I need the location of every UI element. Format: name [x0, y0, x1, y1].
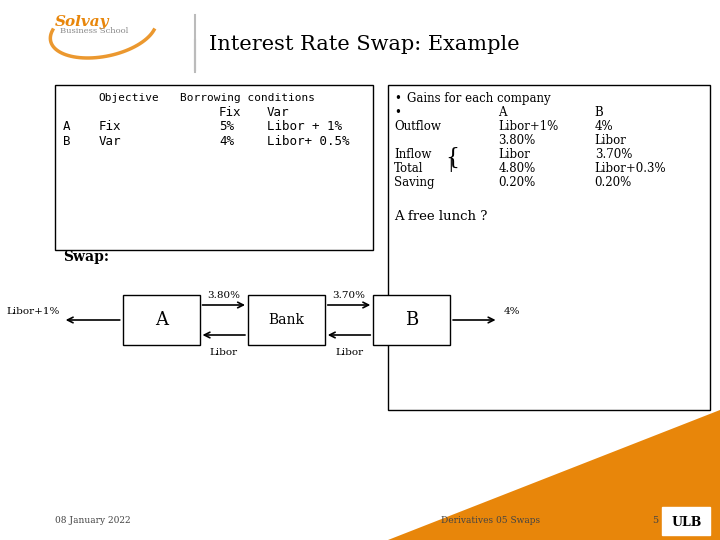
Text: 5%: 5%: [219, 120, 234, 133]
Text: 3.80%: 3.80%: [498, 134, 536, 147]
Text: Libor + 1%: Libor + 1%: [267, 120, 342, 133]
Text: Saving: Saving: [395, 176, 435, 189]
Text: Libor: Libor: [595, 134, 626, 147]
Text: Libor: Libor: [210, 348, 238, 357]
Text: |: |: [449, 157, 453, 172]
Text: Total: Total: [395, 162, 424, 175]
Text: A: A: [63, 120, 71, 133]
Text: 5: 5: [652, 516, 659, 525]
Text: 4%: 4%: [503, 307, 520, 316]
Text: •: •: [395, 106, 401, 119]
Text: 3.70%: 3.70%: [333, 291, 366, 300]
Text: 3.80%: 3.80%: [207, 291, 240, 300]
Text: Business School: Business School: [60, 27, 128, 35]
Text: A free lunch ?: A free lunch ?: [395, 210, 487, 223]
Text: 08 January 2022: 08 January 2022: [55, 516, 131, 525]
Bar: [387, 85, 711, 410]
Text: Fix: Fix: [219, 106, 241, 119]
Text: Fix: Fix: [99, 120, 121, 133]
Text: 4%: 4%: [595, 120, 613, 133]
Bar: [373, 295, 450, 345]
Bar: [122, 295, 199, 345]
Text: 0.20%: 0.20%: [595, 176, 632, 189]
Text: A: A: [155, 311, 168, 329]
Polygon shape: [387, 410, 720, 540]
Text: 3.70%: 3.70%: [595, 148, 632, 161]
Bar: [662, 507, 711, 535]
Text: Borrowing conditions: Borrowing conditions: [181, 93, 315, 103]
Text: Gains for each company: Gains for each company: [407, 92, 551, 105]
Text: Objective: Objective: [99, 93, 159, 103]
Text: Var: Var: [99, 135, 121, 148]
Text: Libor: Libor: [335, 348, 363, 357]
Bar: [55, 85, 373, 250]
Text: ULB: ULB: [671, 516, 701, 529]
Text: Libor+ 0.5%: Libor+ 0.5%: [267, 135, 350, 148]
Text: Libor+1%: Libor+1%: [498, 120, 559, 133]
Bar: [248, 295, 325, 345]
Text: Libor: Libor: [498, 148, 530, 161]
Text: Outflow: Outflow: [395, 120, 441, 133]
Text: Bank: Bank: [269, 313, 305, 327]
Text: A: A: [498, 106, 507, 119]
Text: B: B: [595, 106, 603, 119]
Text: •: •: [395, 92, 401, 105]
Text: B: B: [63, 135, 71, 148]
Text: 0.20%: 0.20%: [498, 176, 536, 189]
Text: B: B: [405, 311, 418, 329]
Text: Solvay: Solvay: [55, 15, 109, 29]
Text: {: {: [446, 147, 459, 169]
Text: 4.80%: 4.80%: [498, 162, 536, 175]
Text: Derivatives 05 Swaps: Derivatives 05 Swaps: [441, 516, 540, 525]
Text: Inflow: Inflow: [395, 148, 432, 161]
Text: Swap:: Swap:: [63, 250, 109, 264]
Text: Libor+1%: Libor+1%: [6, 307, 60, 316]
Text: Interest Rate Swap: Example: Interest Rate Swap: Example: [210, 35, 520, 54]
Text: Libor+0.3%: Libor+0.3%: [595, 162, 667, 175]
Text: Var: Var: [267, 106, 289, 119]
Text: 4%: 4%: [219, 135, 234, 148]
